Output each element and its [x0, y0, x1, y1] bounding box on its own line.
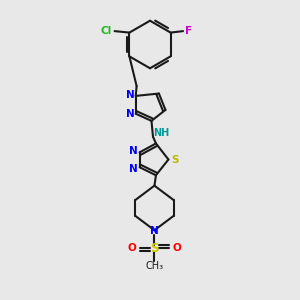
- Text: N: N: [126, 90, 135, 100]
- Text: O: O: [127, 243, 136, 253]
- Text: N: N: [150, 226, 159, 236]
- Text: S: S: [150, 242, 159, 255]
- Text: N: N: [129, 146, 137, 156]
- Text: N: N: [126, 109, 135, 119]
- Text: NH: NH: [153, 128, 170, 138]
- Text: O: O: [173, 243, 182, 253]
- Text: F: F: [185, 26, 193, 36]
- Text: S: S: [171, 154, 179, 164]
- Text: N: N: [129, 164, 137, 174]
- Text: CH₃: CH₃: [146, 261, 164, 271]
- Text: Cl: Cl: [100, 26, 112, 35]
